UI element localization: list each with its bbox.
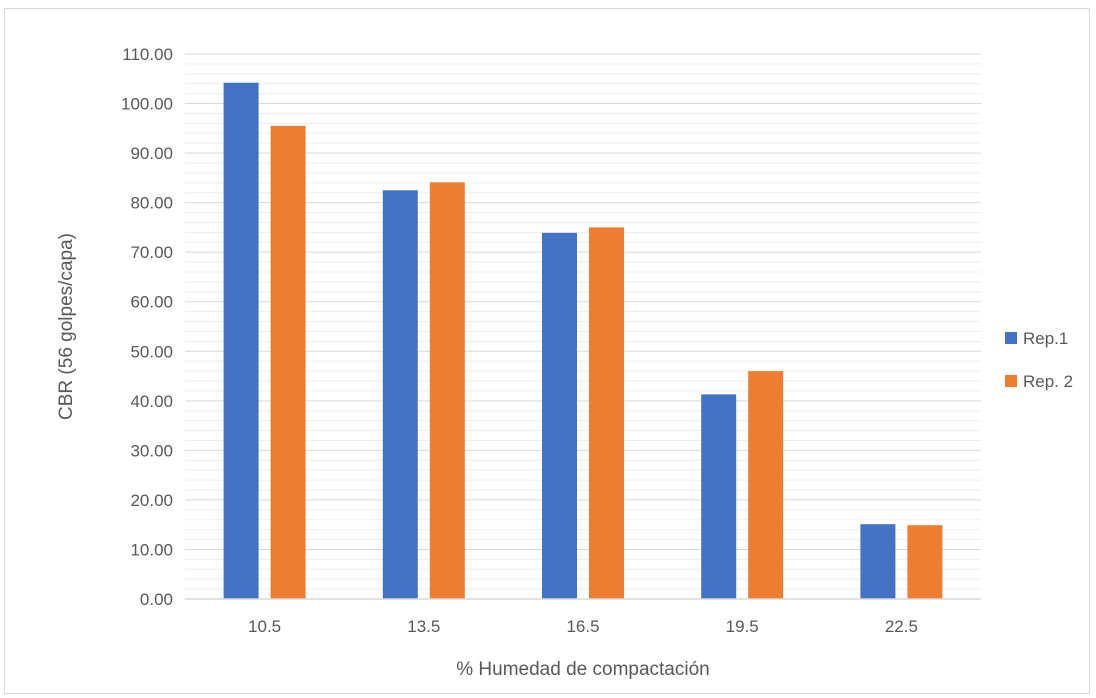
x-tick-label: 10.5 <box>248 617 281 636</box>
bar-rep-2-16-5 <box>589 227 624 599</box>
bar-rep-1-10-5 <box>223 82 259 599</box>
y-axis-title: CBR (56 golpes/capa) <box>56 233 77 420</box>
chart-frame: 0.00 10.00 20.00 30.00 40.00 50.00 60.00 70.00 8… <box>4 8 1090 694</box>
bar-rep-2-10-5 <box>270 125 306 599</box>
x-tick-label: 13.5 <box>407 617 440 636</box>
bars <box>223 82 943 600</box>
bar-rep-1-22-5 <box>860 524 896 599</box>
bar-rep-2-19-5 <box>748 371 784 599</box>
y-tick-label: 20.00 <box>130 491 173 510</box>
bar-rep-1-13-5 <box>382 190 418 599</box>
y-tick-label: 90.00 <box>130 144 173 163</box>
x-tick-label: 19.5 <box>726 617 759 636</box>
chart-svg: 0.00 10.00 20.00 30.00 40.00 50.00 60.00 70.00 8… <box>56 45 1073 680</box>
bar-rep-2-22-5 <box>907 525 943 599</box>
y-tick-label: 40.00 <box>130 392 173 411</box>
bar-rep-1-19-5 <box>701 394 737 599</box>
legend-label: Rep.1 <box>1023 329 1068 348</box>
y-tick-label: 0.00 <box>140 590 173 609</box>
legend-label: Rep. 2 <box>1023 372 1073 391</box>
x-axis-title: % Humedad de compactación <box>456 659 709 680</box>
x-tick-label: 16.5 <box>566 617 599 636</box>
legend-swatch <box>1005 332 1017 344</box>
y-tick-label: 110.00 <box>122 45 173 64</box>
y-tick-label: 100.00 <box>121 95 173 114</box>
x-tick-label: 22.5 <box>885 617 918 636</box>
y-tick-label: 10.00 <box>130 540 173 559</box>
y-tick-label: 70.00 <box>130 243 173 262</box>
bar-rep-2-13-5 <box>429 182 465 599</box>
y-tick-label: 30.00 <box>130 441 173 460</box>
y-tick-label: 60.00 <box>130 293 173 312</box>
y-tick-label: 80.00 <box>130 194 173 213</box>
legend-swatch <box>1005 375 1017 387</box>
axes: 0.00 10.00 20.00 30.00 40.00 50.00 60.00 70.00 8… <box>121 45 981 636</box>
bar-rep-1-16-5 <box>542 232 577 600</box>
legend: Rep.1 Rep. 2 <box>1005 329 1073 391</box>
gridlines <box>185 53 981 590</box>
y-tick-label: 50.00 <box>130 342 173 361</box>
